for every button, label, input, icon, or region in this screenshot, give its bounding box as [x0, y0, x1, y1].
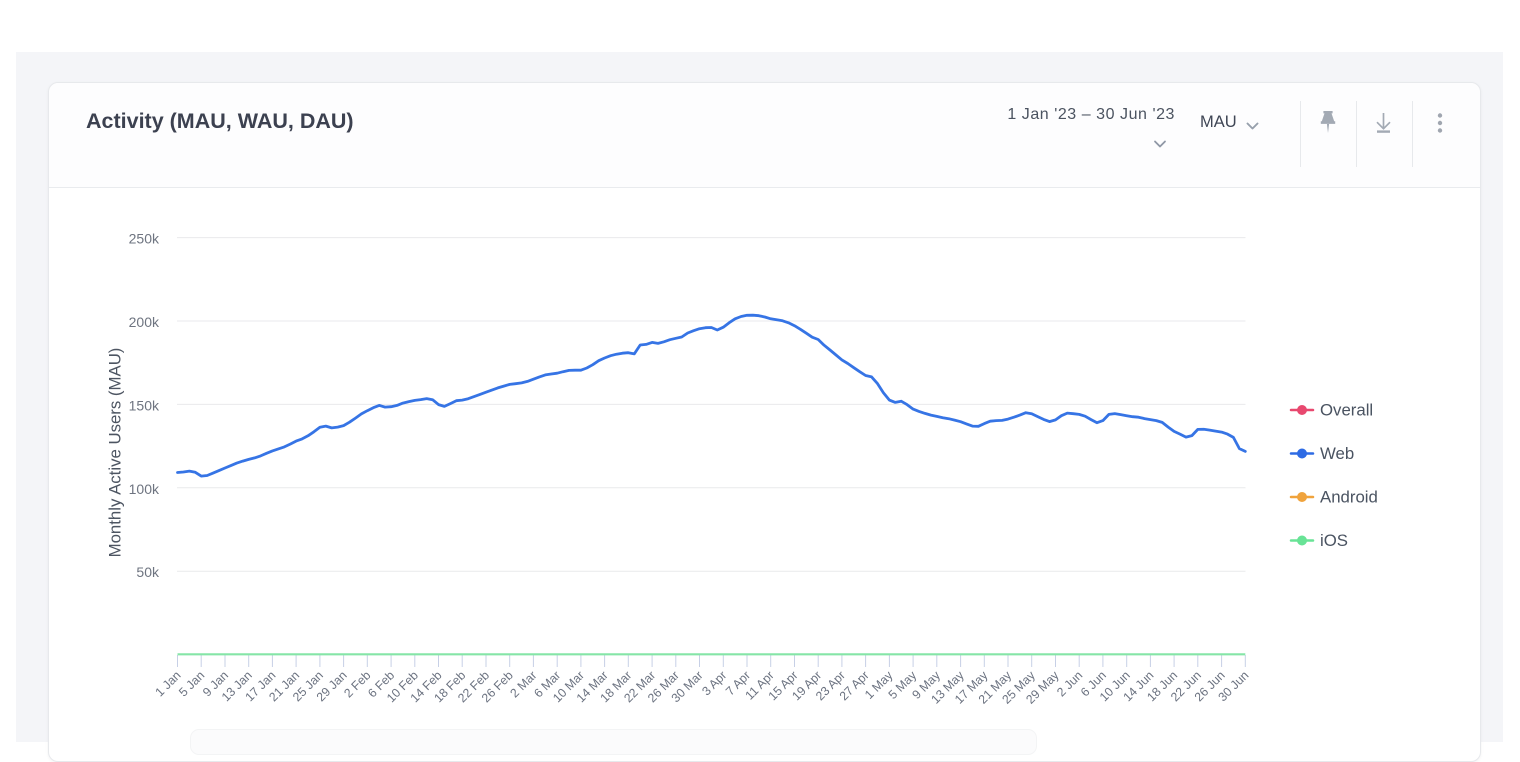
- svg-text:100k: 100k: [129, 481, 160, 497]
- svg-text:5 Jan: 5 Jan: [176, 668, 207, 699]
- svg-text:250k: 250k: [129, 231, 160, 247]
- svg-text:200k: 200k: [129, 314, 160, 330]
- svg-text:2 Feb: 2 Feb: [341, 668, 373, 700]
- svg-text:50k: 50k: [136, 564, 160, 580]
- svg-text:150k: 150k: [129, 397, 160, 413]
- svg-text:iOS: iOS: [1320, 531, 1348, 550]
- svg-text:Android: Android: [1320, 488, 1378, 507]
- svg-text:Monthly Active Users (MAU): Monthly Active Users (MAU): [106, 348, 125, 558]
- svg-text:Overall: Overall: [1320, 401, 1373, 420]
- svg-text:Web: Web: [1320, 444, 1354, 463]
- svg-text:1 Jan: 1 Jan: [152, 668, 183, 699]
- svg-text:2 Mar: 2 Mar: [507, 668, 539, 700]
- svg-text:3 Apr: 3 Apr: [699, 668, 729, 698]
- svg-text:2 Jun: 2 Jun: [1054, 668, 1085, 699]
